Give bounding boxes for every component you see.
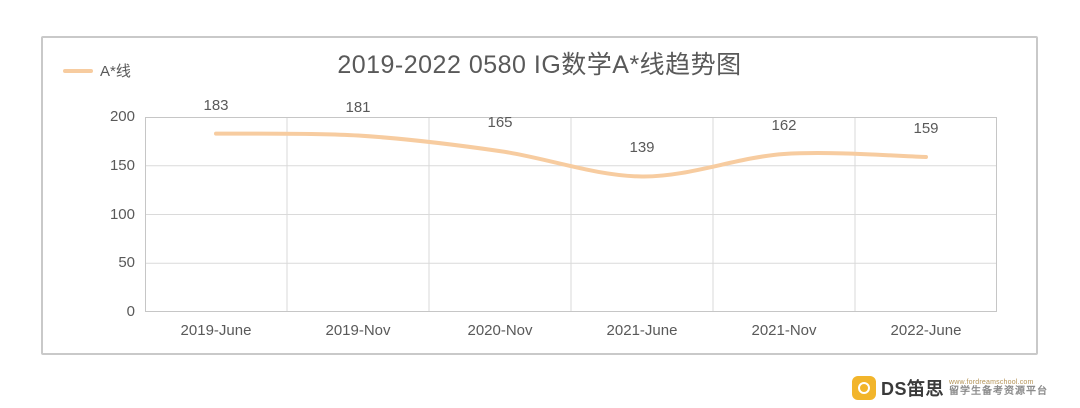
data-label: 159 [913,119,939,137]
brand-logo-icon [851,376,876,400]
y-tick-label: 150 [109,156,135,174]
chart-title: 2019-2022 0580 IG数学A*线趋势图 [337,51,742,79]
brand-tagline: 留学生备考资源平台 [949,386,1048,398]
data-label: 181 [345,98,371,116]
y-tick-label: 100 [109,205,135,223]
y-axis: 0 50 100 150 200 [43,108,135,320]
legend-line-swatch-icon [63,68,93,73]
plot-area: 183 181 165 139 162 159 [145,97,997,312]
y-tick-label: 50 [118,254,135,272]
legend-series-label: A*线 [100,63,131,80]
data-label: 162 [771,117,797,135]
x-tick-label: 2022-June [890,322,962,339]
data-label: 165 [487,114,513,132]
x-tick-label: 2021-June [606,322,678,339]
x-axis: 2019-June 2019-Nov 2020-Nov 2021-June 2021-N… [145,321,997,343]
data-label: 183 [203,96,229,114]
x-tick-label: 2020-Nov [467,322,533,339]
brand-name: DS笛思 [880,379,944,399]
series-line [214,131,928,179]
y-tick-label: 0 [126,303,135,320]
legend: A*线 [63,60,131,81]
line-chart-canvas [145,117,997,312]
brand-watermark: DS笛思 www.fordreamschool.com 留学生备考资源平台 [851,375,1048,401]
x-tick-label: 2019-June [180,322,252,339]
x-tick-label: 2019-Nov [325,322,391,339]
plot-border [145,117,997,312]
data-label: 139 [629,139,655,157]
x-tick-label: 2021-Nov [751,322,817,339]
brand-url: www.fordreamschool.com [949,378,1034,386]
chart-card: 2019-2022 0580 IG数学A*线趋势图 A*线 0 50 100 150 2… [41,36,1038,355]
brand-text-block: www.fordreamschool.com 留学生备考资源平台 [949,379,1048,398]
brand-logo-ring-icon [857,382,870,394]
y-tick-label: 200 [109,108,135,125]
